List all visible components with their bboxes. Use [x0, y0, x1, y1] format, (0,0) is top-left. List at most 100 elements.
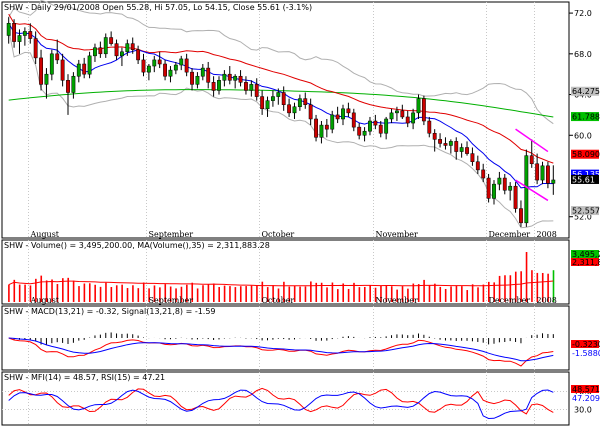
volume-bar [202, 285, 204, 302]
candle-body [44, 73, 49, 85]
candle-body [179, 58, 184, 66]
volume-bar [320, 282, 323, 302]
macd-panel-frame [1, 305, 570, 371]
volume-bar [439, 286, 442, 302]
volume-bar [547, 273, 549, 302]
volume-bar [509, 275, 512, 302]
candle-body [211, 82, 216, 91]
candle-body [206, 67, 211, 83]
volume-bar [196, 288, 199, 302]
month-label-volume: September [149, 296, 194, 305]
candle-body [152, 59, 157, 67]
candle-body [475, 161, 480, 171]
candle-body [6, 23, 11, 36]
candle-body [389, 112, 394, 120]
volume-bar [299, 286, 301, 302]
volume-bar [261, 281, 264, 302]
candle-body [163, 63, 167, 77]
candle-body [87, 55, 92, 75]
candle-body [529, 155, 534, 165]
volume-bar [310, 281, 312, 302]
month-label: August [30, 230, 60, 239]
volume-bar [390, 286, 393, 302]
candle-body [130, 43, 135, 50]
candle-body [411, 112, 416, 124]
volume-bar [277, 288, 280, 302]
macd-tag-label: -1.58803 [572, 349, 600, 358]
candle-body [17, 35, 22, 42]
mfi-line [8, 387, 554, 415]
candle-body [120, 51, 124, 57]
volume-bar [218, 287, 220, 302]
volume-bar [417, 284, 420, 302]
upper-trend-line [515, 128, 549, 153]
candle-body [330, 114, 335, 130]
volume-bar [229, 286, 231, 302]
price-tick-label: 68.0 [574, 50, 592, 59]
candle-body [98, 47, 103, 55]
month-label-volume: August [30, 296, 60, 305]
volume-tag-bg [571, 258, 599, 266]
volume-bar [380, 285, 382, 302]
volume-bar [466, 290, 469, 302]
volume-bar [342, 283, 345, 302]
candle-body [432, 132, 437, 140]
price-tag-label: 56.1350 [572, 170, 600, 179]
candle-body [545, 165, 550, 184]
candle-body [71, 75, 76, 93]
price-tick-label: 72.0 [574, 9, 592, 18]
month-label-volume: 2008 [537, 296, 557, 305]
candle-body [184, 58, 189, 73]
volume-bar [18, 284, 21, 302]
volume-bar [234, 287, 237, 302]
candle-body [341, 108, 345, 120]
candle-body [297, 98, 302, 108]
price-tag-bg [571, 86, 599, 96]
price-tag-label: 52.5571 [572, 207, 600, 216]
volume-panel-frame [1, 239, 570, 305]
candle-body [141, 59, 146, 73]
volume-bar [552, 270, 555, 302]
candlesticks [6, 17, 556, 227]
rsi-line [8, 389, 554, 420]
candle-body [486, 177, 491, 199]
volume-bar [164, 284, 167, 302]
price-tag-label: 64.2751 [572, 87, 600, 96]
volume-bar [374, 287, 377, 302]
volume-bar [401, 286, 404, 302]
candle-body [49, 53, 54, 75]
volume-bar [461, 286, 463, 302]
macd-line [8, 337, 554, 367]
mfi-rsi-tag-label: 48.5718 [572, 385, 600, 394]
month-label: December [489, 230, 531, 239]
volume-bar [35, 278, 37, 302]
volume-bar [498, 275, 501, 302]
volume-bar [110, 287, 113, 302]
volume-bar [207, 284, 210, 302]
sma-short-line [8, 23, 554, 189]
macd-tag-bg [571, 340, 599, 348]
volume-bar [412, 283, 415, 302]
candle-body [103, 37, 108, 55]
macd-tag-bg [571, 349, 599, 357]
axis-labels: August August September September October Oct… [30, 9, 600, 414]
volume-bar [487, 281, 490, 302]
candle-body [190, 71, 194, 85]
volume-bar [94, 284, 96, 302]
candle-body [384, 118, 389, 134]
volume-bar [347, 288, 350, 302]
volume-bar [434, 283, 436, 302]
candle-body [351, 112, 356, 128]
candle-body [55, 53, 60, 61]
volume-bar [444, 288, 447, 302]
mfi-rsi-tag-bg [571, 385, 599, 393]
volume-bar [477, 287, 479, 302]
month-label: 2008 [537, 230, 557, 239]
volume-bar [169, 286, 172, 302]
volume-bar [288, 286, 291, 302]
candle-body [448, 141, 453, 146]
candle-body [378, 124, 383, 134]
mfi-rsi-plot [2, 387, 569, 420]
volume-bar [223, 285, 226, 302]
